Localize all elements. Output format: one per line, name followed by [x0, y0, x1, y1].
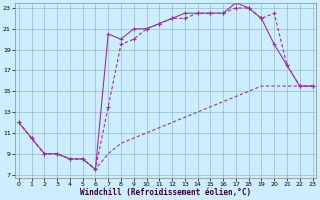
X-axis label: Windchill (Refroidissement éolien,°C): Windchill (Refroidissement éolien,°C): [80, 188, 251, 197]
